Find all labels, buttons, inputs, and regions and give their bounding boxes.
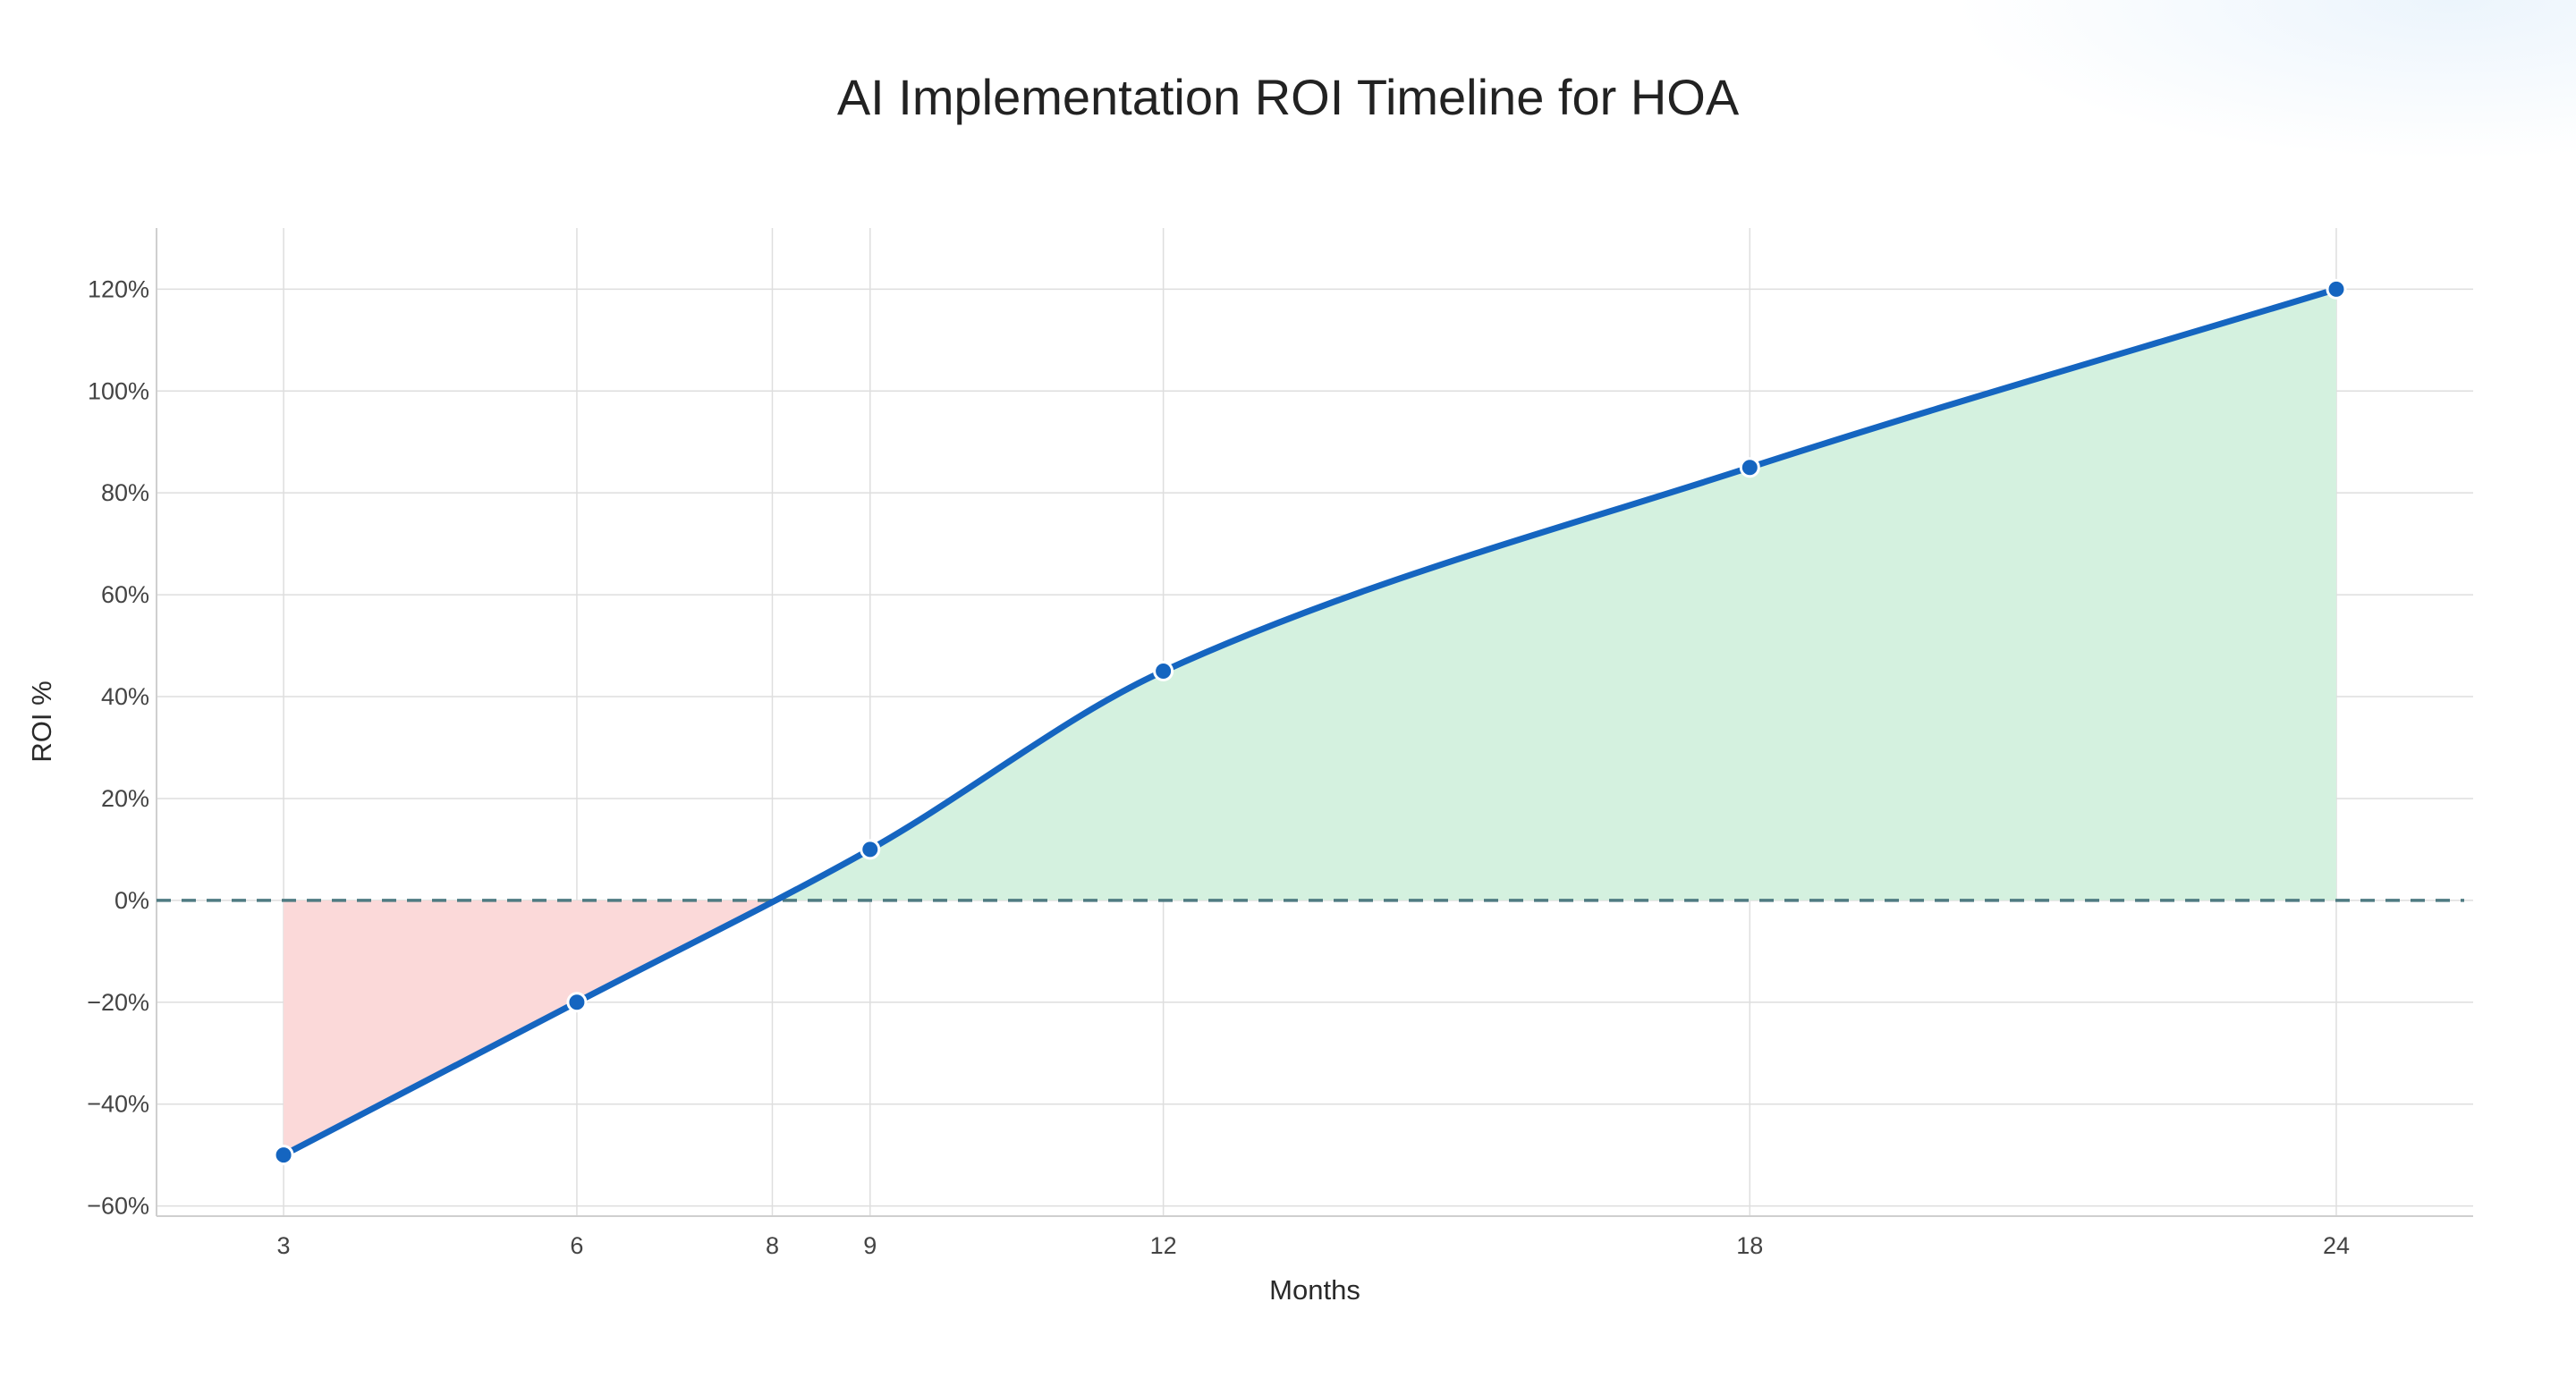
data-point-marker — [1739, 457, 1760, 478]
data-point-marker — [2326, 278, 2347, 300]
data-point-marker — [273, 1145, 294, 1166]
x-axis-title: Months — [1269, 1274, 1360, 1306]
x-tick-label: 8 — [766, 1232, 779, 1259]
positive-roi-area — [775, 289, 2336, 900]
y-tick-label: −40% — [87, 1091, 149, 1118]
y-axis-title: ROI % — [26, 681, 57, 762]
corner-glow — [1950, 0, 2576, 161]
area-fills — [284, 289, 2336, 1155]
tick-labels: 3 6 8 9 12 18 24 −60% −40% −20% 0% 20% 40% 60% 80% 100%… — [87, 275, 2350, 1259]
x-tick-label: 24 — [2323, 1232, 2350, 1259]
data-point-marker — [566, 992, 588, 1013]
chart-title: AI Implementation ROI Timeline for HOA — [837, 69, 1740, 125]
y-tick-label: 60% — [101, 581, 149, 608]
y-tick-label: −20% — [87, 989, 149, 1016]
y-tick-label: 20% — [101, 785, 149, 812]
y-tick-label: 0% — [114, 887, 149, 914]
y-tick-label: −60% — [87, 1193, 149, 1220]
data-point-marker — [860, 839, 881, 860]
markers — [273, 278, 2347, 1166]
data-point-marker — [1153, 661, 1174, 682]
x-tick-label: 6 — [570, 1232, 583, 1259]
x-tick-label: 12 — [1150, 1232, 1177, 1259]
y-tick-label: 40% — [101, 683, 149, 710]
y-tick-label: 80% — [101, 479, 149, 506]
y-tick-label: 120% — [88, 275, 149, 302]
x-tick-label: 9 — [863, 1232, 877, 1259]
negative-roi-area — [284, 900, 2336, 1155]
x-tick-label: 18 — [1736, 1232, 1763, 1259]
y-tick-label: 100% — [88, 377, 149, 404]
axes — [156, 228, 2473, 1217]
x-tick-label: 3 — [277, 1232, 291, 1259]
